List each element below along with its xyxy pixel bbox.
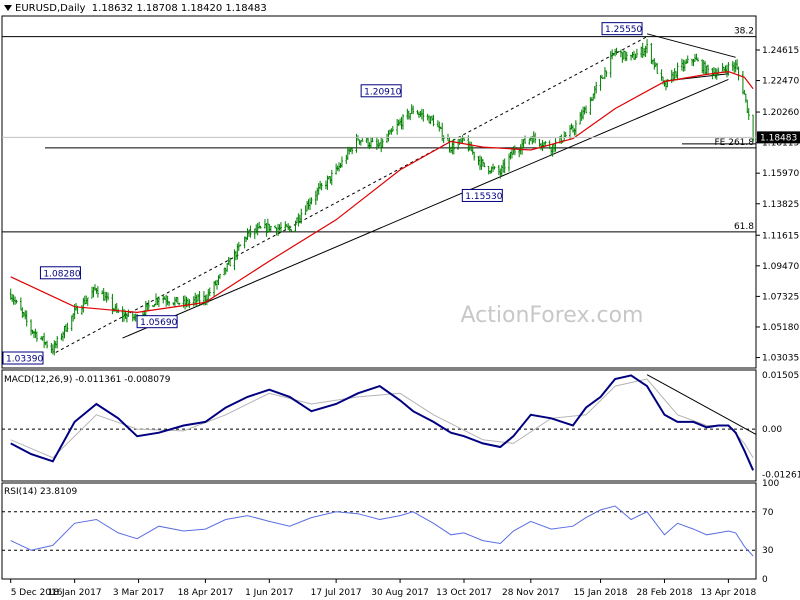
y-tick-label: 1.09470: [762, 262, 799, 272]
price-label-box: [461, 188, 503, 202]
price-label: 1.05690: [140, 318, 177, 328]
x-tick-label: 5 Dec 2016: [11, 588, 63, 598]
ohlc-readout: 1.18632 1.18708 1.18420 1.18483: [91, 3, 267, 14]
level-label: FE 261.8: [715, 138, 755, 148]
y-tick-label: 1.24615: [762, 46, 799, 56]
y-tick-label: 1.07325: [762, 292, 799, 302]
macd-panel-frame: [1, 369, 757, 482]
level-label: 61.8: [734, 222, 754, 232]
y-tick-label: 1.11615: [762, 231, 799, 241]
rsi-title: RSI(14) 23.8109: [4, 487, 77, 497]
x-tick-label: 17 Jul 2017: [311, 588, 362, 598]
macd-trendline: [646, 374, 757, 435]
price-label: 1.08280: [43, 269, 80, 279]
y-tick-label: 1.22470: [762, 77, 799, 87]
price-label: 1.25550: [605, 25, 642, 35]
macd-title: MACD(12,26,9) -0.011361 -0.008079: [4, 375, 171, 385]
price-labels: 1.03390 1.08280 1.05690 1.20910 1.15530 1.255…: [2, 22, 643, 365]
rsi-tick-label: 100: [762, 479, 779, 489]
current-price-tag: [757, 131, 800, 144]
rsi-panel-frame: [1, 482, 757, 580]
macd-signal-line: [10, 378, 754, 459]
rsi-tick-label: 30: [762, 546, 774, 556]
macd-main-line: [10, 374, 755, 471]
channel-dashed-line: [55, 36, 648, 353]
price-label-box: [136, 315, 178, 329]
chart-header: EURUSD,Daily 1.18632 1.18708 1.18420 1.1…: [4, 2, 267, 16]
macd-tick-label: 0.00: [762, 425, 782, 435]
x-tick-label: 28 Feb 2018: [636, 588, 692, 598]
x-tick-label: 30 Aug 2017: [371, 588, 429, 598]
price-label-box: [39, 266, 81, 280]
rsi-line: [10, 505, 754, 557]
y-tick-label: 1.13825: [762, 200, 799, 210]
rsi-series: 100 70 30 0: [2, 479, 779, 585]
moving-average-series: [10, 70, 754, 314]
price-label-box: [360, 84, 402, 98]
macd-tick-label: -0.012619: [762, 470, 800, 480]
x-tick-label: 13 Oct 2017: [436, 588, 492, 598]
triangle-upper-line: [646, 33, 736, 58]
macd-series: 0.015057 0.00 -0.012619: [2, 371, 800, 480]
y-tick-label: 1.03035: [762, 354, 799, 364]
current-price-label: 1.18483: [760, 133, 797, 143]
support-trendline: [122, 78, 729, 339]
x-tick-label: 3 Mar 2017: [113, 588, 164, 598]
y-tick-label: 1.15970: [762, 169, 799, 179]
triangle-down-icon[interactable]: [4, 5, 12, 11]
price-label: 1.20910: [364, 87, 401, 97]
symbol-label: EURUSD,Daily: [15, 3, 86, 14]
level-label: 38.2: [734, 27, 754, 37]
rsi-tick-label: 70: [762, 508, 774, 518]
x-tick-label: 28 Nov 2017: [502, 588, 560, 598]
x-tick-label: 18 Apr 2017: [178, 588, 234, 598]
watermark: ActionForex.com: [461, 303, 644, 328]
y-tick-label: 1.18115: [762, 139, 799, 149]
fibonacci-levels: 38.2 FE 261.8 61.8: [2, 27, 756, 233]
x-tick-label: 15 Jan 2018: [574, 588, 628, 598]
price-label: 1.15530: [465, 192, 502, 202]
price-label-box: [601, 22, 643, 36]
price-label: 1.03390: [6, 355, 43, 365]
y-axis-ticks: 1.24615 1.22470 1.20260 1.18115 1.15970 1.138…: [2, 46, 800, 364]
y-tick-label: 1.05180: [762, 323, 799, 333]
moving-average-line: [10, 70, 754, 314]
price-panel-frame: [1, 15, 757, 369]
rsi-tick-label: 0: [762, 575, 768, 585]
x-tick-label: 1 Jun 2017: [245, 588, 293, 598]
y-tick-label: 1.20260: [762, 108, 799, 118]
x-tick-label: 18 Jan 2017: [48, 588, 102, 598]
price-label-box: [2, 351, 44, 365]
x-tick-label: 13 Apr 2018: [701, 588, 757, 598]
macd-tick-label: 0.015057: [762, 371, 800, 381]
